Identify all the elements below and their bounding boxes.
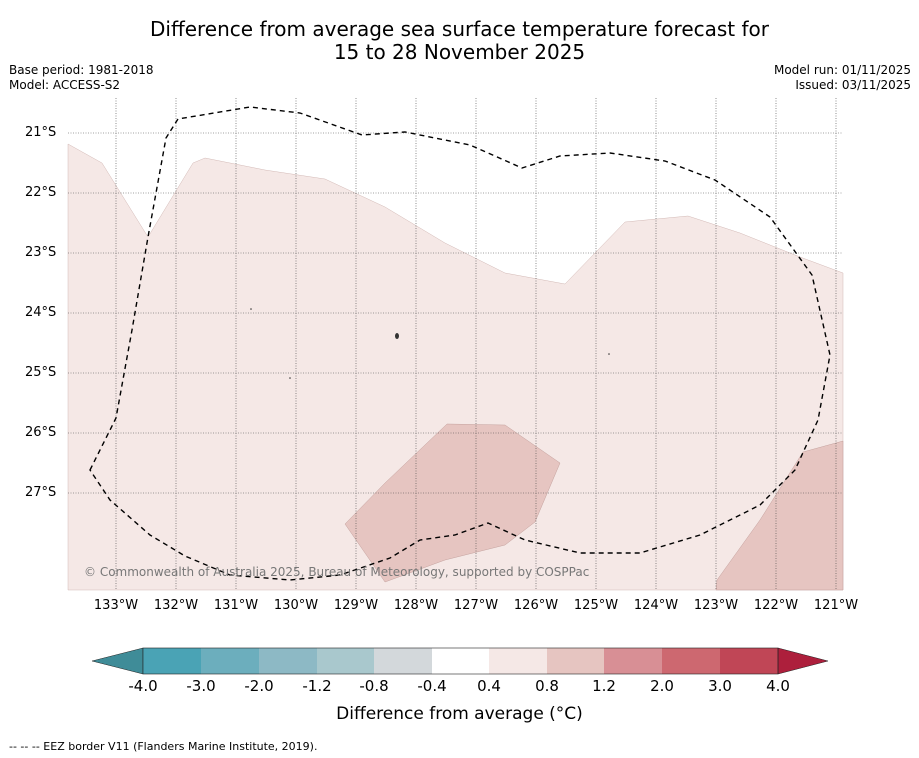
colorbar-swatch [662, 648, 720, 674]
colorbar-tick-label: 0.4 [477, 677, 501, 695]
title-line-1: Difference from average sea surface temp… [149, 17, 769, 41]
colorbar-tick-label: 0.8 [535, 677, 559, 695]
colorbar-tick-label: 3.0 [708, 677, 732, 695]
colorbar-tick-label: 1.2 [592, 677, 616, 695]
lon-label: 121°W [813, 598, 859, 613]
colorbar-outline [142, 647, 779, 675]
model-run-text: Model run: 01/11/2025 [773, 63, 911, 77]
eez-footnote: -- -- -- EEZ border V11 (Flanders Marine… [9, 740, 318, 753]
colorbar-swatch [201, 648, 259, 674]
lon-gridlines [115, 98, 837, 590]
copyright-text: © Commonwealth of Australia 2025, Bureau… [84, 565, 590, 579]
lat-label: 27°S [25, 485, 57, 500]
islands [250, 308, 610, 379]
issued-text: Issued: 03/11/2025 [795, 78, 911, 92]
colorbar-tick-label: 2.0 [650, 677, 674, 695]
colorbar-tick-label: -1.2 [302, 677, 332, 695]
lat-label: 22°S [25, 185, 57, 200]
colorbar-tick-label: -4.0 [128, 677, 158, 695]
lat-label: 25°S [25, 365, 57, 380]
colorbar-swatch [604, 648, 662, 674]
island-dot [289, 377, 291, 379]
lon-label: 132°W [153, 598, 199, 613]
colorbar-extend-high [777, 647, 829, 675]
lon-label: 126°W [513, 598, 559, 613]
base-period-text: Base period: 1981-2018 [9, 63, 154, 77]
colorbar-swatch [259, 648, 317, 674]
lon-label: 128°W [393, 598, 439, 613]
lon-label: 122°W [753, 598, 799, 613]
colorbar-swatch [432, 648, 489, 674]
colorbar-tick-label: -2.0 [244, 677, 274, 695]
island-dot [250, 308, 252, 310]
colorbar-title: Difference from average (°C) [336, 704, 583, 724]
colorbar-swatch [317, 648, 374, 674]
lat-label: 23°S [25, 245, 57, 260]
meta-right: Model run: 01/11/2025 Issued: 03/11/2025 [774, 63, 911, 93]
lon-label: 131°W [213, 598, 259, 613]
colorbar-swatch [547, 648, 604, 674]
colorbar-tick-label: 4.0 [766, 677, 790, 695]
colorbar-tick-label: -0.8 [359, 677, 389, 695]
colorbar-swatch [374, 648, 432, 674]
lat-label: 26°S [25, 425, 57, 440]
meta-left: Base period: 1981-2018 Model: ACCESS-S2 [9, 63, 154, 93]
lat-label: 21°S [25, 125, 57, 140]
lat-label: 24°S [25, 305, 57, 320]
lon-label: 123°W [693, 598, 739, 613]
anomaly-region-medium-center [344, 423, 561, 583]
lat-gridlines [68, 132, 843, 494]
colorbar-extend-low [91, 647, 144, 675]
colorbar-tick-label: -0.4 [417, 677, 447, 695]
lon-label: 133°W [93, 598, 139, 613]
chart-title: Difference from average sea surface temp… [0, 18, 919, 64]
lon-label: 127°W [453, 598, 499, 613]
model-text: Model: ACCESS-S2 [9, 78, 121, 92]
title-line-2: 15 to 28 November 2025 [333, 40, 586, 64]
island-ducie-area [395, 333, 399, 339]
island-dot [608, 353, 610, 355]
lon-label: 130°W [273, 598, 319, 613]
colorbar-swatch [143, 648, 201, 674]
anomaly-region-medium-east [715, 440, 844, 591]
colorbar-tick-label: -3.0 [186, 677, 216, 695]
lon-label: 125°W [573, 598, 619, 613]
anomaly-region-light [67, 143, 844, 591]
eez-border [89, 106, 831, 581]
lon-label: 124°W [633, 598, 679, 613]
colorbar-swatch [720, 648, 778, 674]
lon-label: 129°W [333, 598, 379, 613]
colorbar-swatch [489, 648, 547, 674]
colorbar [91, 647, 829, 675]
